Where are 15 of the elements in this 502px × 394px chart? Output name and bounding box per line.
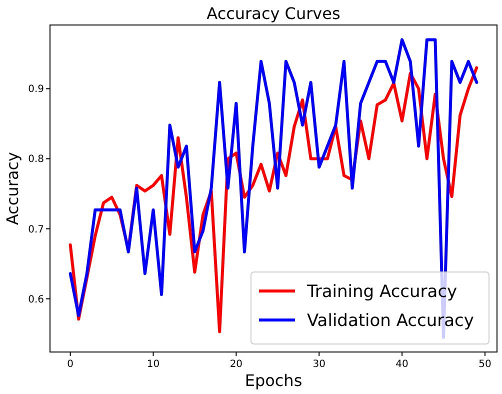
y-tick-label: 0.6 [28, 294, 44, 306]
x-tick-label: 20 [230, 359, 243, 370]
x-tick-label: 30 [312, 359, 326, 370]
legend-label: Validation Accuracy [307, 311, 474, 331]
y-tick-label: 0.9 [28, 84, 44, 96]
y-tick-label: 0.8 [28, 154, 44, 166]
y-tick-label: 0.7 [28, 224, 44, 236]
chart-title: Accuracy Curves [206, 4, 340, 23]
legend-label: Training Accuracy [306, 282, 458, 302]
x-tick-label: 10 [146, 359, 160, 370]
x-tick-label: 40 [396, 359, 408, 370]
x-tick-label: 50 [478, 359, 492, 370]
x-tick-label: 0 [67, 359, 74, 370]
x-axis-title: Epochs [244, 371, 302, 390]
y-axis-title: Accuracy [3, 152, 22, 226]
